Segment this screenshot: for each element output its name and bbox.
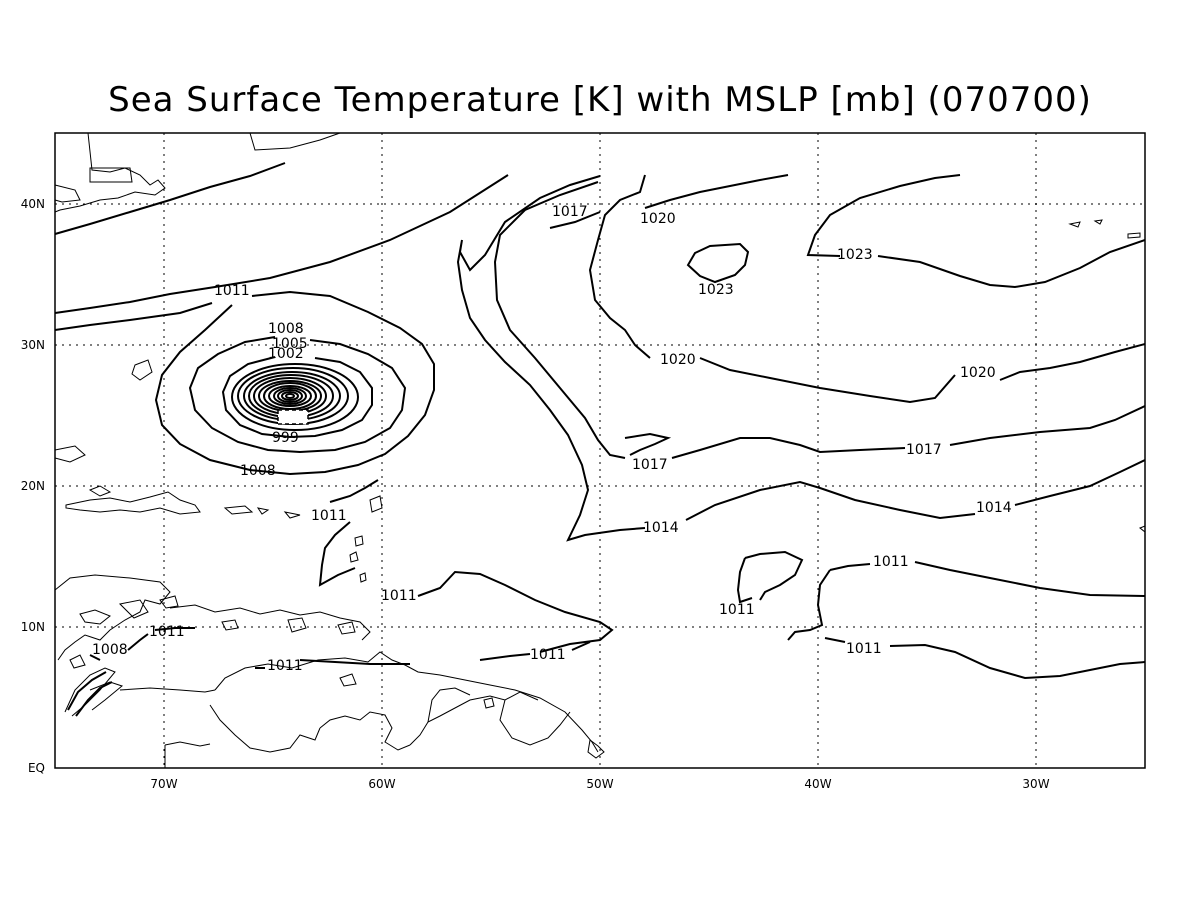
x-tick-label: 60W (368, 777, 395, 791)
contour-label: 999 (272, 430, 299, 446)
map-title: Sea Surface Temperature [K] with MSLP [m… (108, 80, 1092, 120)
contour-label: 1011 (381, 588, 417, 604)
contour-label: 1014 (976, 500, 1012, 516)
x-axis-ticks: 70W 60W 50W 40W 30W (150, 777, 1049, 791)
x-tick-label: 40W (804, 777, 831, 791)
contour-label: 1011 (311, 508, 347, 524)
contour-label: 1011 (873, 554, 909, 570)
contour-label: 1011 (719, 602, 755, 618)
gridlines (55, 133, 1145, 768)
x-tick-label: 70W (150, 777, 177, 791)
y-axis-ticks: 40N 30N 20N 10N EQ (21, 197, 45, 775)
contour-label: 1020 (660, 352, 696, 368)
contour-label: 1011 (214, 283, 250, 299)
contour-label: 1011 (267, 658, 303, 674)
contour-label: 1020 (640, 211, 676, 227)
y-tick-label: 30N (21, 338, 45, 352)
contour-label: 1002 (268, 346, 304, 362)
x-tick-label: 50W (586, 777, 613, 791)
contour-label: 1014 (643, 520, 679, 536)
contour-label: 1008 (240, 463, 276, 479)
y-tick-label: EQ (28, 761, 45, 775)
y-tick-label: 40N (21, 197, 45, 211)
contour-label: 1011 (846, 641, 882, 657)
contour-labels: 1017 1020 1023 1023 1011 1008 1005 1002 … (92, 204, 1012, 674)
contour-label: 1008 (268, 321, 304, 337)
contour-label: 1011 (530, 647, 566, 663)
contour-label: 1023 (698, 282, 734, 298)
x-tick-label: 30W (1022, 777, 1049, 791)
contour-label: 1017 (906, 442, 942, 458)
contour-label: 1017 (632, 457, 668, 473)
y-tick-label: 20N (21, 479, 45, 493)
y-tick-label: 10N (21, 620, 45, 634)
contour-label: 1008 (92, 642, 128, 658)
contour-label: 1023 (837, 247, 873, 263)
contour-label: 1011 (149, 624, 185, 640)
isobars (54, 162, 1146, 717)
contour-label: 1017 (552, 204, 588, 220)
contour-label: 1020 (960, 365, 996, 381)
contour-label: 1005 (272, 336, 308, 352)
